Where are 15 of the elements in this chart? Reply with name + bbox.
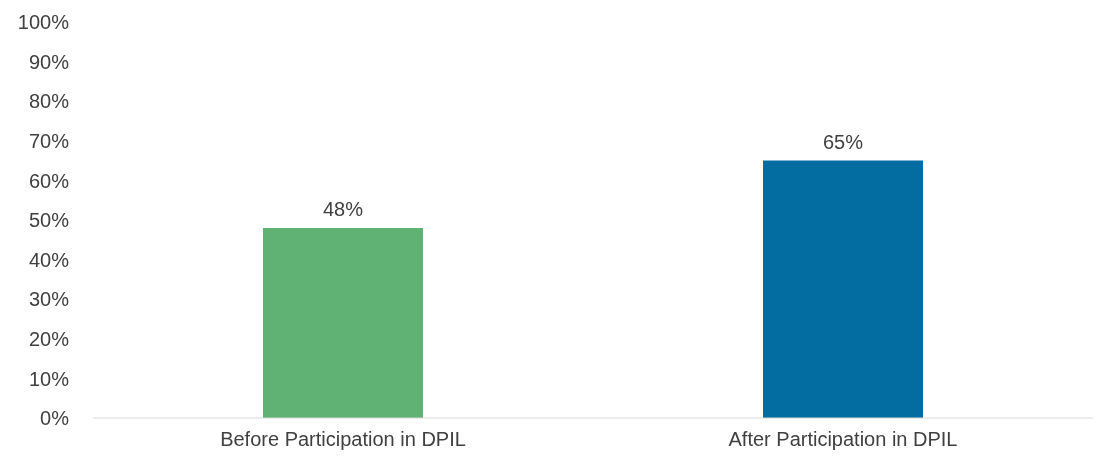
y-tick-label: 0% (40, 407, 70, 430)
y-tick-label: 60% (28, 169, 70, 192)
x-tick-label: After Participation in DPIL (728, 428, 958, 451)
data-label: 48% (322, 197, 364, 220)
x-tick-label: Before Participation in DPIL (220, 428, 466, 451)
y-tick-label: 100% (17, 11, 70, 34)
y-tick-label: 50% (28, 209, 70, 232)
y-tick-label: 70% (28, 129, 70, 152)
y-tick-label: 10% (28, 367, 70, 390)
data-label: 65% (822, 130, 864, 153)
y-tick-label: 90% (28, 50, 70, 73)
y-tick-label: 20% (28, 327, 70, 350)
y-tick-label: 30% (28, 288, 70, 311)
y-tick-label: 40% (28, 248, 70, 271)
y-tick-label: 80% (28, 90, 70, 113)
